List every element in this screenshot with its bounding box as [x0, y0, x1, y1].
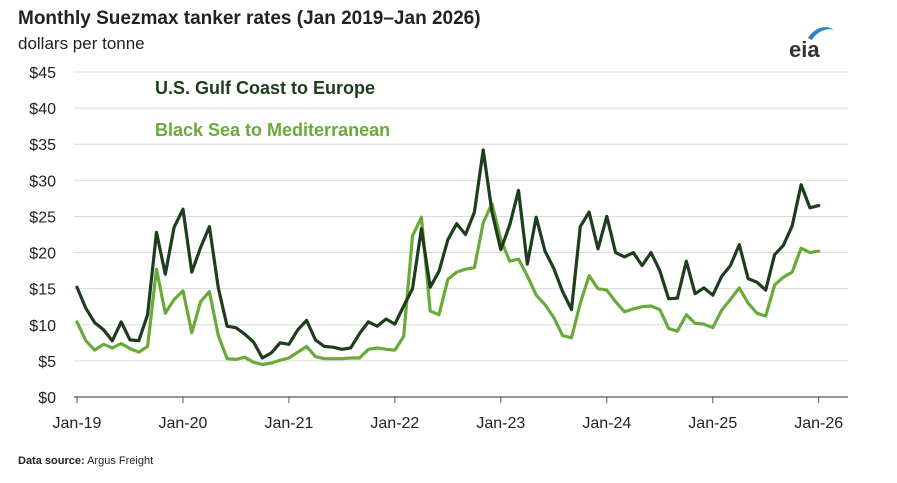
eia-logo-text: eia: [789, 37, 820, 62]
y-tick-label: $5: [38, 354, 56, 371]
legend-label-gulf-coast: U.S. Gulf Coast to Europe: [155, 78, 375, 98]
eia-logo: eia: [789, 27, 834, 62]
series-line-gulf-coast-to-europe: [75, 148, 821, 360]
data-source-label: Data source:: [18, 455, 85, 467]
x-tick-label: Jan-19: [53, 415, 102, 432]
data-source: Data source: Argus Freight: [18, 455, 153, 467]
y-tick-label: $35: [29, 137, 56, 154]
eia-logo-swoosh-icon: [808, 27, 834, 40]
series-lines: [75, 148, 821, 367]
chart-title: Monthly Suezmax tanker rates (Jan 2019–J…: [18, 8, 481, 29]
y-tick-label: $10: [29, 318, 56, 335]
y-tick-label: $30: [29, 173, 56, 190]
x-tick-label: Jan-21: [264, 415, 313, 432]
y-axis-unit-label: dollars per tonne: [18, 34, 145, 53]
y-tick-label: $15: [29, 282, 56, 299]
legend: U.S. Gulf Coast to Europe Black Sea to M…: [155, 78, 390, 140]
x-tick-label: Jan-26: [794, 415, 843, 432]
x-tick-label: Jan-22: [370, 415, 419, 432]
y-axis: $0 $5 $10 $15 $20 $25 $30 $35 $40 $45: [29, 65, 56, 407]
grid-lines: [74, 71, 848, 362]
y-tick-label: $20: [29, 246, 56, 263]
x-tick-label: Jan-23: [476, 415, 525, 432]
data-source-value: Argus Freight: [87, 455, 154, 467]
legend-label-black-sea: Black Sea to Mediterranean: [155, 120, 390, 140]
x-tick-label: Jan-25: [688, 415, 737, 432]
x-axis: Jan-19 Jan-20 Jan-21 Jan-22 Jan-23 Jan-24 Jan-…: [53, 396, 848, 432]
series-line-black-sea-to-mediterranean: [75, 201, 821, 367]
x-tick-label: Jan-20: [158, 415, 207, 432]
y-tick-label: $40: [29, 101, 56, 118]
y-tick-label: $0: [38, 390, 56, 407]
y-tick-label: $25: [29, 209, 56, 226]
x-tick-label: Jan-24: [582, 415, 631, 432]
y-tick-label: $45: [29, 65, 56, 82]
